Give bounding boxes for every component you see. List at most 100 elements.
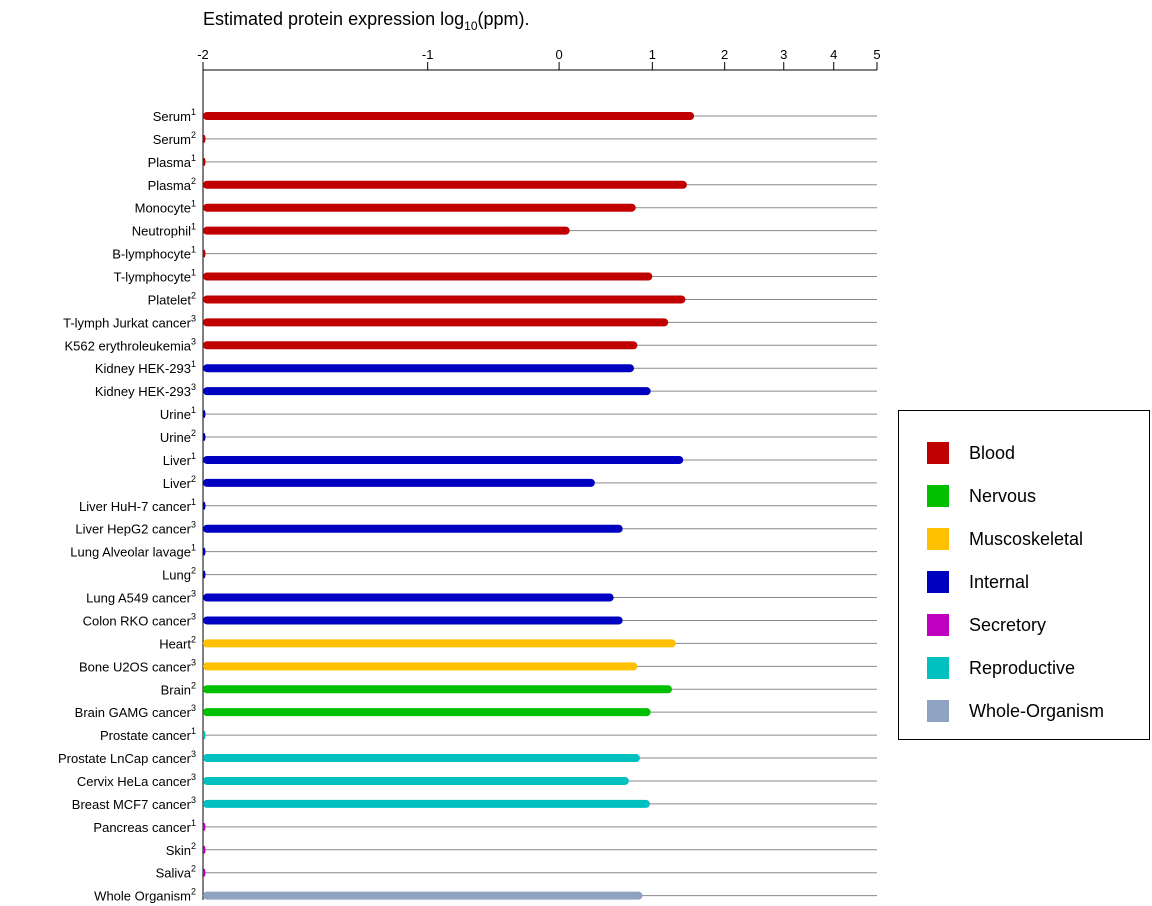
legend-swatch <box>927 614 949 636</box>
category-label: Lung2 <box>162 566 196 583</box>
category-label: Liver HuH-7 cancer1 <box>79 497 196 514</box>
bar <box>203 547 206 556</box>
x-tick-label: 2 <box>721 47 728 62</box>
category-label: Pancreas cancer1 <box>93 818 196 835</box>
chart-row: Plasma1 <box>148 153 877 170</box>
chart-row: B-lymphocyte1 <box>112 245 877 262</box>
chart-row: Serum2 <box>153 130 877 147</box>
category-label: Urine1 <box>160 405 196 422</box>
category-label: Kidney HEK-2933 <box>95 382 196 399</box>
chart-row: Heart2 <box>159 634 877 651</box>
chart-row: Serum1 <box>153 107 877 124</box>
chart-row: Skin2 <box>166 841 877 858</box>
chart-row: Breast MCF7 cancer3 <box>72 795 877 812</box>
bar <box>203 295 686 304</box>
x-tick-label: -2 <box>197 47 209 62</box>
category-label: Serum1 <box>153 107 196 124</box>
category-label: Colon RKO cancer3 <box>83 611 196 628</box>
chart-row: Lung A549 cancer3 <box>86 589 877 606</box>
legend-label: Whole-Organism <box>969 700 1105 721</box>
chart-row: Colon RKO cancer3 <box>83 611 877 628</box>
bar <box>203 455 684 464</box>
bar <box>203 364 634 373</box>
chart-row: Liver1 <box>163 451 877 468</box>
category-label: Monocyte1 <box>135 199 196 216</box>
bar <box>203 249 206 258</box>
chart-rows: Serum1 Serum2 Plasma1 Plasma2 Monocyte1 Neutr… <box>58 107 877 904</box>
category-label: Skin2 <box>166 841 196 858</box>
chart-row: Prostate cancer1 <box>100 726 877 743</box>
chart-row: Brain2 <box>161 680 877 697</box>
legend: Blood Nervous Muscoskeletal Internal Secreto… <box>898 410 1150 740</box>
bar <box>203 318 669 327</box>
bar <box>203 478 595 487</box>
chart-row: Prostate LnCap cancer3 <box>58 749 877 766</box>
category-label: Plasma1 <box>148 153 196 170</box>
bar <box>203 203 636 212</box>
category-label: Serum2 <box>153 130 196 147</box>
bar <box>203 501 206 510</box>
chart-row: Saliva2 <box>156 864 877 881</box>
category-label: Bone U2OS cancer3 <box>79 657 196 674</box>
legend-item: Nervous <box>927 485 1036 507</box>
bar <box>203 639 676 648</box>
chart-title: Estimated protein expression log10(ppm). <box>203 9 530 33</box>
legend-swatch <box>927 700 949 722</box>
category-label: B-lymphocyte1 <box>112 245 196 262</box>
category-label: Platelet2 <box>148 290 196 307</box>
bar <box>203 754 640 763</box>
chart-row: Kidney HEK-2931 <box>95 359 877 376</box>
legend-item: Blood <box>927 442 1015 464</box>
legend-item: Internal <box>927 571 1029 593</box>
category-label: Brain2 <box>161 680 196 697</box>
chart-row: T-lymphocyte1 <box>114 268 877 285</box>
chart-row: K562 erythroleukemia3 <box>65 336 877 353</box>
chart-row: T-lymph Jurkat cancer3 <box>63 313 877 330</box>
x-tick-label: 0 <box>555 47 562 62</box>
legend-swatch <box>927 571 949 593</box>
category-label: Liver2 <box>163 474 196 491</box>
bar <box>203 433 206 442</box>
legend-label: Blood <box>969 442 1016 463</box>
bar <box>203 112 695 120</box>
category-label: Whole Organism2 <box>94 887 196 904</box>
bar <box>203 891 643 900</box>
category-label: Neutrophil1 <box>132 222 196 239</box>
chart-row: Neutrophil1 <box>132 222 877 239</box>
bar <box>203 157 206 166</box>
chart-row: Lung2 <box>162 566 877 583</box>
legend-swatch <box>927 442 949 464</box>
chart-row: Pancreas cancer1 <box>93 818 877 835</box>
bar <box>203 616 623 625</box>
category-label: Kidney HEK-2931 <box>95 359 196 376</box>
chart-row: Monocyte1 <box>135 199 877 216</box>
chart-row: Brain GAMG cancer3 <box>75 703 877 720</box>
bar <box>203 662 638 671</box>
legend-item: Muscoskeletal <box>927 528 1083 550</box>
category-label: Breast MCF7 cancer3 <box>72 795 196 812</box>
chart-row: Liver HuH-7 cancer1 <box>79 497 877 514</box>
chart-row: Whole Organism2 <box>94 887 877 904</box>
category-label: Cervix HeLa cancer3 <box>77 772 196 789</box>
bar <box>203 685 672 694</box>
bar <box>203 593 614 602</box>
legend-label: Secretory <box>969 614 1047 635</box>
bar <box>203 226 570 235</box>
chart-row: Lung Alveolar lavage1 <box>70 543 877 560</box>
legend-label: Reproductive <box>969 657 1076 678</box>
category-label: Liver1 <box>163 451 196 468</box>
category-label: T-lymphocyte1 <box>114 268 196 285</box>
chart-row: Cervix HeLa cancer3 <box>77 772 877 789</box>
category-label: Liver HepG2 cancer3 <box>75 520 196 537</box>
category-label: Lung Alveolar lavage1 <box>70 543 196 560</box>
category-label: T-lymph Jurkat cancer3 <box>63 313 196 330</box>
chart-row: Plasma2 <box>148 176 877 193</box>
legend-item: Secretory <box>927 614 1046 636</box>
category-label: Prostate LnCap cancer3 <box>58 749 196 766</box>
legend-label: Muscoskeletal <box>969 528 1084 549</box>
bar <box>203 387 651 396</box>
bar <box>203 776 629 785</box>
chart-row: Liver HepG2 cancer3 <box>75 520 877 537</box>
x-tick-label: 5 <box>873 47 880 62</box>
